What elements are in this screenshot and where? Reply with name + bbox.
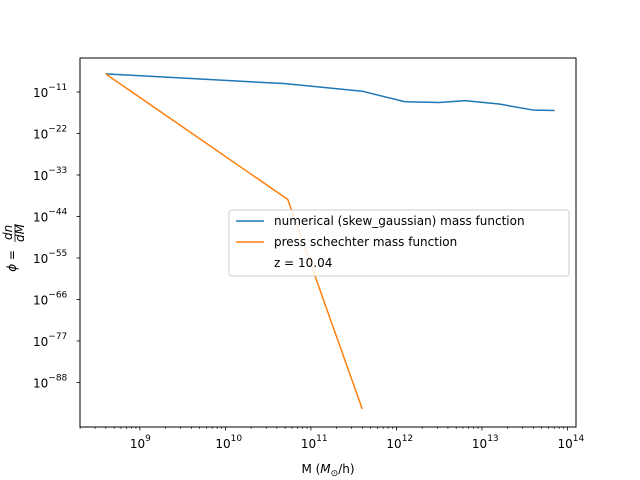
y-tick-label: 10−22 [33,124,67,141]
x-tick-label: 1010 [215,434,242,451]
y-tick-label: 10−33 [33,166,67,183]
series-line-1 [105,73,555,112]
legend-box [228,209,570,277]
plot-frame [79,57,577,428]
y-tick-label: 10−55 [33,249,67,266]
legend-entry-1: numerical (skew_gaussian) mass function [274,214,525,228]
legend-note: z = 10.04 [274,256,332,270]
y-tick-label: 10−66 [33,290,68,307]
x-axis-ticks: 109 1010 1011 1012 1013 1014 [79,427,584,451]
y-tick-label: 10−77 [33,332,67,349]
y-axis-label: ϕ = dn dM [1,223,27,271]
plot-lines [105,73,555,410]
y-tick-label: 10−11 [33,83,67,100]
legend: numerical (skew_gaussian) mass function p… [228,209,570,277]
svg-text:ϕ =: ϕ = [5,250,19,272]
series-line-2 [105,73,363,410]
x-tick-label: 1013 [472,434,499,451]
x-tick-label: 1012 [386,434,413,451]
legend-entry-2: press schechter mass function [274,235,457,249]
x-tick-label: 1014 [557,434,584,451]
y-tick-label: 10−88 [33,373,68,390]
x-tick-label: 1011 [301,434,328,451]
x-axis-label: M (M⊙/h) [301,462,354,479]
y-tick-label: 10−44 [33,207,68,224]
svg-text:dM: dM [13,223,27,242]
x-tick-label: 109 [130,434,151,451]
svg-text:dn: dn [1,225,15,240]
y-axis-ticks: 10−11 10−22 10−33 10−44 10−55 10−66 10−77 10−88 [33,83,80,390]
